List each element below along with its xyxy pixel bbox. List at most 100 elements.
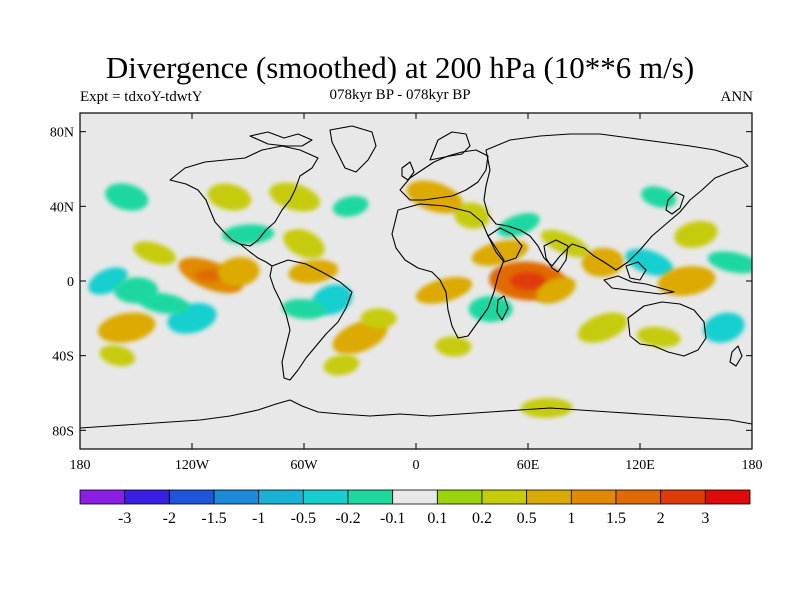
colorbar-swatch: [436, 489, 483, 505]
divergence-blob: [703, 312, 745, 343]
y-tick-label: 0: [67, 275, 74, 290]
colorbar-label: 0.5: [517, 510, 537, 527]
colorbar-swatch: [481, 489, 528, 505]
divergence-blob: [80, 206, 120, 226]
colorbar-swatch: [392, 489, 438, 505]
coast-scandinavia: [429, 131, 471, 161]
map-background: [80, 113, 752, 449]
divergence-blob: [332, 319, 388, 355]
colorbar-label: -1.5: [201, 510, 226, 527]
colorbar-label: -0.5: [291, 510, 316, 527]
divergence-blob: [576, 402, 610, 429]
divergence-blob: [541, 229, 590, 258]
colorbar-swatch: [615, 489, 662, 505]
colorbar-label: 3: [701, 510, 709, 527]
divergence-blob: [133, 241, 176, 265]
divergence-blob: [207, 183, 252, 211]
divergence-blob: [406, 180, 463, 214]
x-tick-label: 60E: [517, 458, 540, 473]
divergence-blob: [536, 276, 576, 304]
divergence-blob: [138, 292, 190, 315]
colorbar-swatch: [570, 489, 617, 505]
experiment-label: Expt = tdxoY-tdwtY: [80, 89, 203, 105]
divergence-blob-core: [510, 272, 546, 290]
coast-japan: [665, 191, 685, 215]
divergence-blob: [323, 354, 360, 376]
coast-new-zealand: [729, 345, 743, 367]
divergence-blob: [360, 308, 397, 329]
colorbar-swatch: [660, 489, 706, 505]
divergence-field: [80, 180, 752, 429]
divergence-blob: [707, 251, 752, 274]
coast-arabia: [487, 227, 523, 263]
divergence-blob: [332, 195, 369, 217]
colorbar-label: -0.1: [380, 510, 405, 527]
divergence-blob: [105, 183, 149, 211]
colorbar-swatch: [302, 489, 349, 505]
period-label: 078kyr BP - 078kyr BP: [329, 87, 471, 103]
divergence-blob: [435, 336, 472, 357]
colorbar-label: -0.2: [335, 510, 360, 527]
coast-antarctica: [80, 399, 752, 429]
divergence-blob: [468, 296, 513, 322]
coast-africa: [391, 203, 505, 339]
colorbar-swatch: [79, 489, 126, 505]
coast-europe: [399, 149, 489, 201]
x-tick-label: 180: [742, 458, 763, 473]
divergence-blob: [454, 202, 490, 229]
y-tick-label: 40N: [50, 200, 74, 215]
coast-borneo: [625, 261, 647, 281]
coast-north-america: [169, 145, 319, 247]
colorbar-swatch: [124, 489, 170, 505]
divergence-blob: [415, 276, 473, 304]
plot-title: Divergence (smoothed) at 200 hPa (10**6 …: [105, 50, 695, 85]
divergence-blob: [97, 312, 156, 343]
coast-asia: [483, 133, 749, 271]
x-tick-label: 60W: [290, 458, 318, 473]
divergence-blob: [433, 397, 474, 426]
divergence-blob: [288, 259, 339, 284]
divergence-blob: [269, 182, 320, 212]
coast-india: [543, 239, 569, 273]
colorbar-label: 1: [567, 510, 575, 527]
divergence-blob: [636, 326, 681, 348]
colorbar-label: 0.2: [472, 510, 492, 527]
x-tick-label: 120E: [625, 458, 655, 473]
coast-central-america: [239, 243, 273, 267]
divergence-blob: [625, 248, 674, 276]
divergence-blob: [99, 345, 136, 367]
colorbar-label: -2: [163, 510, 176, 527]
divergence-blob: [471, 240, 529, 266]
colorbar-swatch: [213, 489, 260, 505]
divergence-blob: [497, 213, 540, 237]
coast-greenland: [329, 125, 377, 173]
colorbar-label: 2: [657, 510, 665, 527]
season-label: ANN: [720, 89, 754, 105]
y-tick-label: 80N: [50, 126, 74, 141]
colorbar-swatch: [258, 489, 304, 505]
y-tick-label: 40S: [52, 350, 74, 365]
colorbar-label: -1: [252, 510, 265, 527]
x-tick-label: 120W: [175, 458, 210, 473]
colorbar: -3 -2 -1.5 -1 -0.5 -0.2 -0.1 0.1 0.2 0.5 1 1.5 2 3: [79, 489, 751, 527]
colorbar-swatch: [347, 489, 394, 505]
y-tick-label: 80S: [52, 424, 74, 439]
divergence-blob: [222, 224, 274, 245]
divergence-blob: [282, 298, 326, 320]
colorbar-label: 1.5: [606, 510, 626, 527]
x-tick-label: 180: [70, 458, 91, 473]
divergence-blob: [674, 220, 718, 248]
coast-south-america: [269, 259, 353, 381]
map-axes: 80N 40N 0 40S 80S 180 120W 60W 0 60E 120E 180: [50, 113, 763, 473]
divergence-blob: [217, 257, 260, 287]
x-tick-label: 0: [413, 458, 420, 473]
colorbar-swatch: [168, 489, 215, 505]
divergence-blob: [283, 228, 325, 259]
colorbar-label: -3: [118, 510, 131, 527]
coast-arctic-islands: [249, 131, 313, 147]
coast-australia: [627, 301, 707, 357]
colorbar-swatch: [704, 489, 751, 505]
colorbar-label: 0.1: [427, 510, 447, 527]
divergence-blob: [577, 312, 628, 343]
